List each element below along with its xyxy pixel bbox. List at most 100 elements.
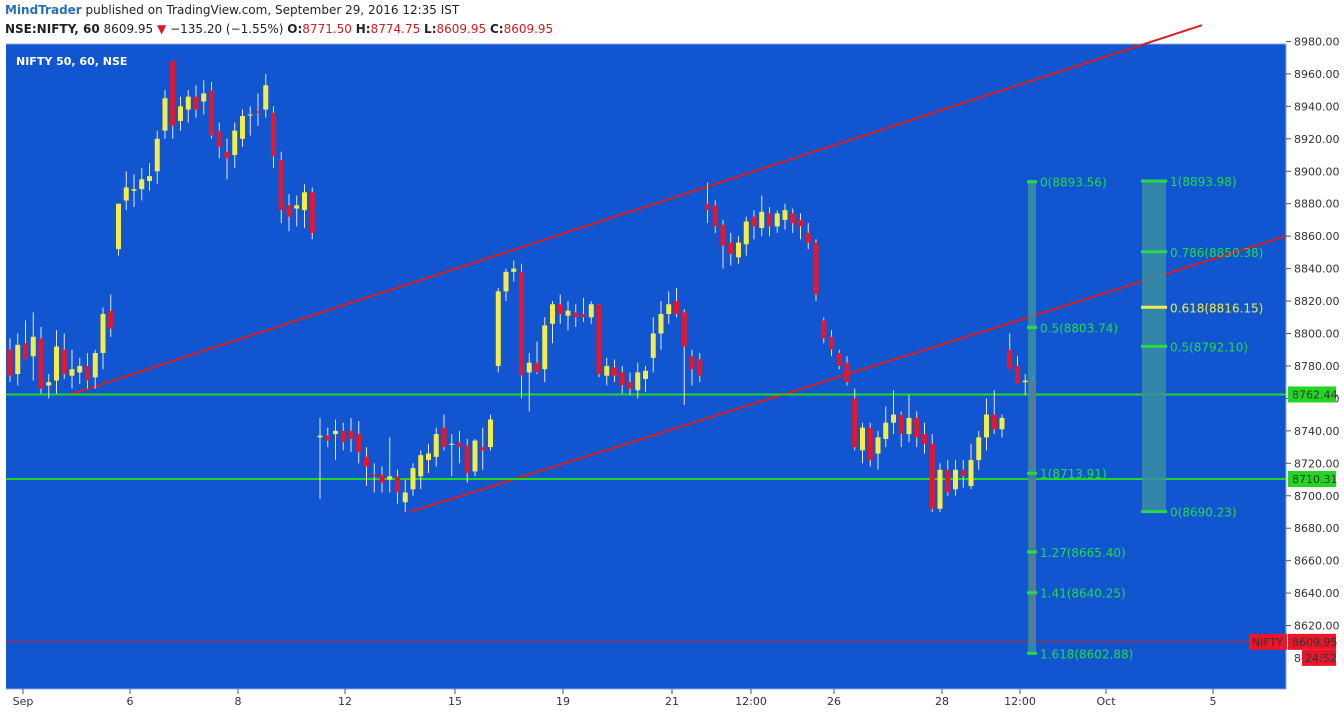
candle-body: [937, 469, 943, 509]
candle-body: [860, 427, 865, 451]
last-price-tag-box: [1288, 633, 1336, 650]
candle-body: [674, 301, 679, 315]
price-tick-label: 8860.00: [1294, 230, 1340, 243]
candle-body: [751, 216, 757, 227]
low-label: L:: [424, 22, 437, 36]
candle-body: [418, 455, 424, 477]
time-tick-label: 6: [127, 695, 134, 708]
price-tick-label: 8800.00: [1294, 328, 1340, 341]
candle-body: [154, 138, 160, 172]
countdown-tag: 24:52: [1305, 652, 1337, 665]
candle-body: [968, 460, 974, 487]
candle-body: [743, 221, 749, 245]
open-value: 8771.50: [302, 22, 352, 36]
candle-body: [782, 210, 788, 220]
time-tick-label: 12: [338, 695, 352, 708]
candle-body: [1015, 365, 1020, 384]
candle-body: [38, 338, 44, 389]
candle-body: [720, 224, 726, 246]
candle-body: [185, 96, 191, 110]
fib-retracement-label: 0.786(8850.38): [1170, 246, 1263, 260]
countdown-tag-box: [1302, 649, 1336, 666]
time-axis[interactable]: Sep 6 8 12 15 19 21 12:00 26 28 12:00 Oct 5: [13, 689, 1217, 708]
candle-body: [588, 304, 594, 318]
candle-body: [92, 352, 98, 378]
candle-body: [123, 187, 129, 201]
candle-body: [627, 382, 633, 389]
last-price: 8609.95: [103, 22, 154, 36]
symbol-label: NSE:NIFTY, 60: [5, 22, 100, 36]
candle-body: [960, 469, 966, 477]
candle-body: [798, 219, 803, 227]
candle-body: [116, 203, 121, 250]
price-tick-label: 8740.00: [1294, 425, 1340, 438]
time-tick-label: 12:00: [1004, 695, 1036, 708]
candle-body: [480, 447, 486, 451]
candle-body: [178, 106, 183, 121]
candle-body: [170, 60, 176, 126]
candle-body: [650, 333, 656, 358]
candle-body: [984, 414, 989, 438]
candle-body: [100, 314, 106, 353]
candle-body: [712, 205, 718, 227]
open-label: O:: [287, 22, 303, 36]
fib-retracement-label: 0.618(8816.15): [1170, 301, 1263, 315]
candle-body: [54, 346, 59, 381]
candle-body: [333, 430, 338, 435]
candle-body: [309, 192, 315, 233]
ohlc-header: NSE:NIFTY, 60 8609.95 ▼ −135.20 (−1.55%)…: [5, 22, 553, 36]
candle-body: [697, 359, 703, 376]
candle-body: [1022, 380, 1028, 383]
candle-body: [991, 414, 997, 430]
symbol-tag-box: [1249, 633, 1287, 650]
candle-body: [581, 314, 586, 318]
price-tick-label: 8780.00: [1294, 360, 1340, 373]
time-tick-label: 26: [827, 695, 841, 708]
time-tick-label: 21: [665, 695, 679, 708]
author-link[interactable]: MindTrader: [5, 3, 82, 17]
fib-extension-label: 0(8893.56): [1040, 176, 1107, 190]
candle-body: [774, 213, 780, 227]
price-tick-label: 8820.00: [1294, 295, 1340, 308]
down-arrow-icon: ▼: [157, 22, 167, 36]
candle-body: [705, 203, 710, 211]
price-tick-label: 8900.00: [1294, 165, 1340, 178]
price-axis[interactable]: 8980.00 8960.00 8940.00 8920.00 8900.00 8880.…: [1286, 35, 1340, 633]
candle-body: [805, 232, 811, 243]
publish-header: MindTrader published on TradingView.com,…: [5, 3, 459, 17]
candle-body: [604, 365, 610, 376]
candle-body: [255, 111, 261, 113]
last-price-tag: 8609.95: [1292, 636, 1338, 649]
candle-body: [139, 179, 145, 190]
candle-body: [999, 417, 1005, 430]
candle-body: [387, 476, 393, 480]
candle-body: [929, 443, 935, 509]
candle-body: [108, 310, 114, 329]
candle-body: [278, 159, 284, 211]
close-label: C:: [489, 22, 504, 36]
candle-body: [976, 437, 982, 461]
candle-body: [619, 372, 625, 386]
price-tick-label: 8940.00: [1294, 100, 1340, 113]
candle-body: [550, 304, 555, 324]
candle-body: [209, 90, 214, 136]
candle-body: [441, 427, 447, 448]
candle-body: [147, 176, 152, 181]
candle-body: [69, 369, 75, 376]
fib-extension-label: 1(8713.91): [1040, 467, 1107, 481]
candle-body: [371, 474, 377, 477]
candle-body: [488, 419, 493, 448]
price-tick-label: 8720.00: [1294, 457, 1340, 470]
candle-body: [247, 114, 253, 116]
candle-body: [457, 442, 462, 448]
candle-body: [511, 268, 517, 272]
price-tick-label: 8960.00: [1294, 68, 1340, 81]
candle-body: [666, 304, 672, 315]
candle-body: [503, 271, 509, 292]
price-tick-label: 8660.00: [1294, 555, 1340, 568]
candle-body: [240, 116, 245, 139]
candle-body: [271, 112, 276, 157]
close-value: 8609.95: [503, 22, 554, 36]
